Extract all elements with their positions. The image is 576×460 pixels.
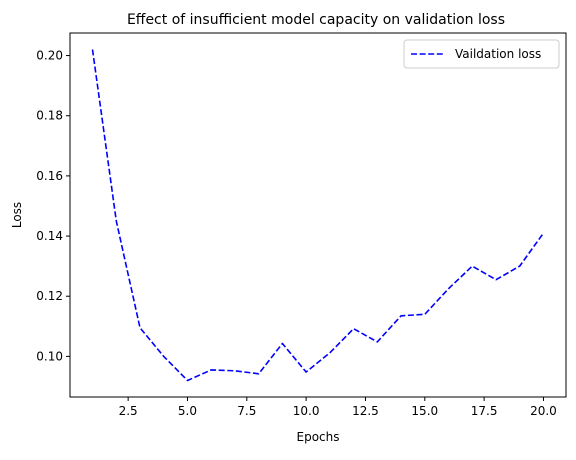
data-point [471,265,473,267]
data-point [187,380,189,382]
x-axis-label: Epochs [297,430,340,444]
x-tick-label: 20.0 [530,404,557,418]
x-tick-label: 2.5 [119,404,138,418]
data-point [305,371,307,373]
y-tick-label: 0.10 [36,349,63,363]
data-point [543,232,545,234]
y-tick-label: 0.12 [36,289,63,303]
x-tick-label: 15.0 [411,404,438,418]
y-axis-label: Loss [10,202,24,228]
data-point [495,279,497,281]
legend-box [403,39,560,69]
x-tick-label: 12.5 [352,404,379,418]
series-line-validation-loss [91,49,545,382]
y-tick-label: 0.16 [36,169,63,183]
legend-label-validation-loss: Vaildation loss [455,47,541,61]
y-axis-ticks: 0.10 0.12 0.14 0.16 0.18 0.20 [36,49,70,363]
x-tick-label: 10.0 [293,404,320,418]
data-point [139,327,141,329]
data-point [92,49,94,51]
x-tick-label: 5.0 [178,404,197,418]
data-point [115,220,117,222]
legend: Vaildation loss [403,39,560,69]
y-tick-label: 0.20 [36,49,63,63]
data-point [163,356,165,358]
y-tick-label: 0.18 [36,109,63,123]
x-axis-ticks: 2.5 5.0 7.5 10.0 12.5 15.0 17.5 20.0 [119,397,557,418]
data-point [353,328,355,330]
data-point [282,343,284,345]
data-point [377,341,379,343]
data-point [329,352,331,354]
data-point [448,288,450,290]
data-point [424,313,426,315]
series-layer [91,49,545,382]
y-tick-label: 0.14 [36,229,63,243]
data-point [519,265,521,267]
x-tick-label: 7.5 [237,404,256,418]
data-point [400,315,402,317]
data-point [234,370,236,372]
chart-title: Effect of insufficient model capacity on… [127,12,505,28]
x-tick-label: 17.5 [471,404,498,418]
data-point [210,369,212,371]
data-point [258,373,260,375]
plot-area [69,32,567,398]
